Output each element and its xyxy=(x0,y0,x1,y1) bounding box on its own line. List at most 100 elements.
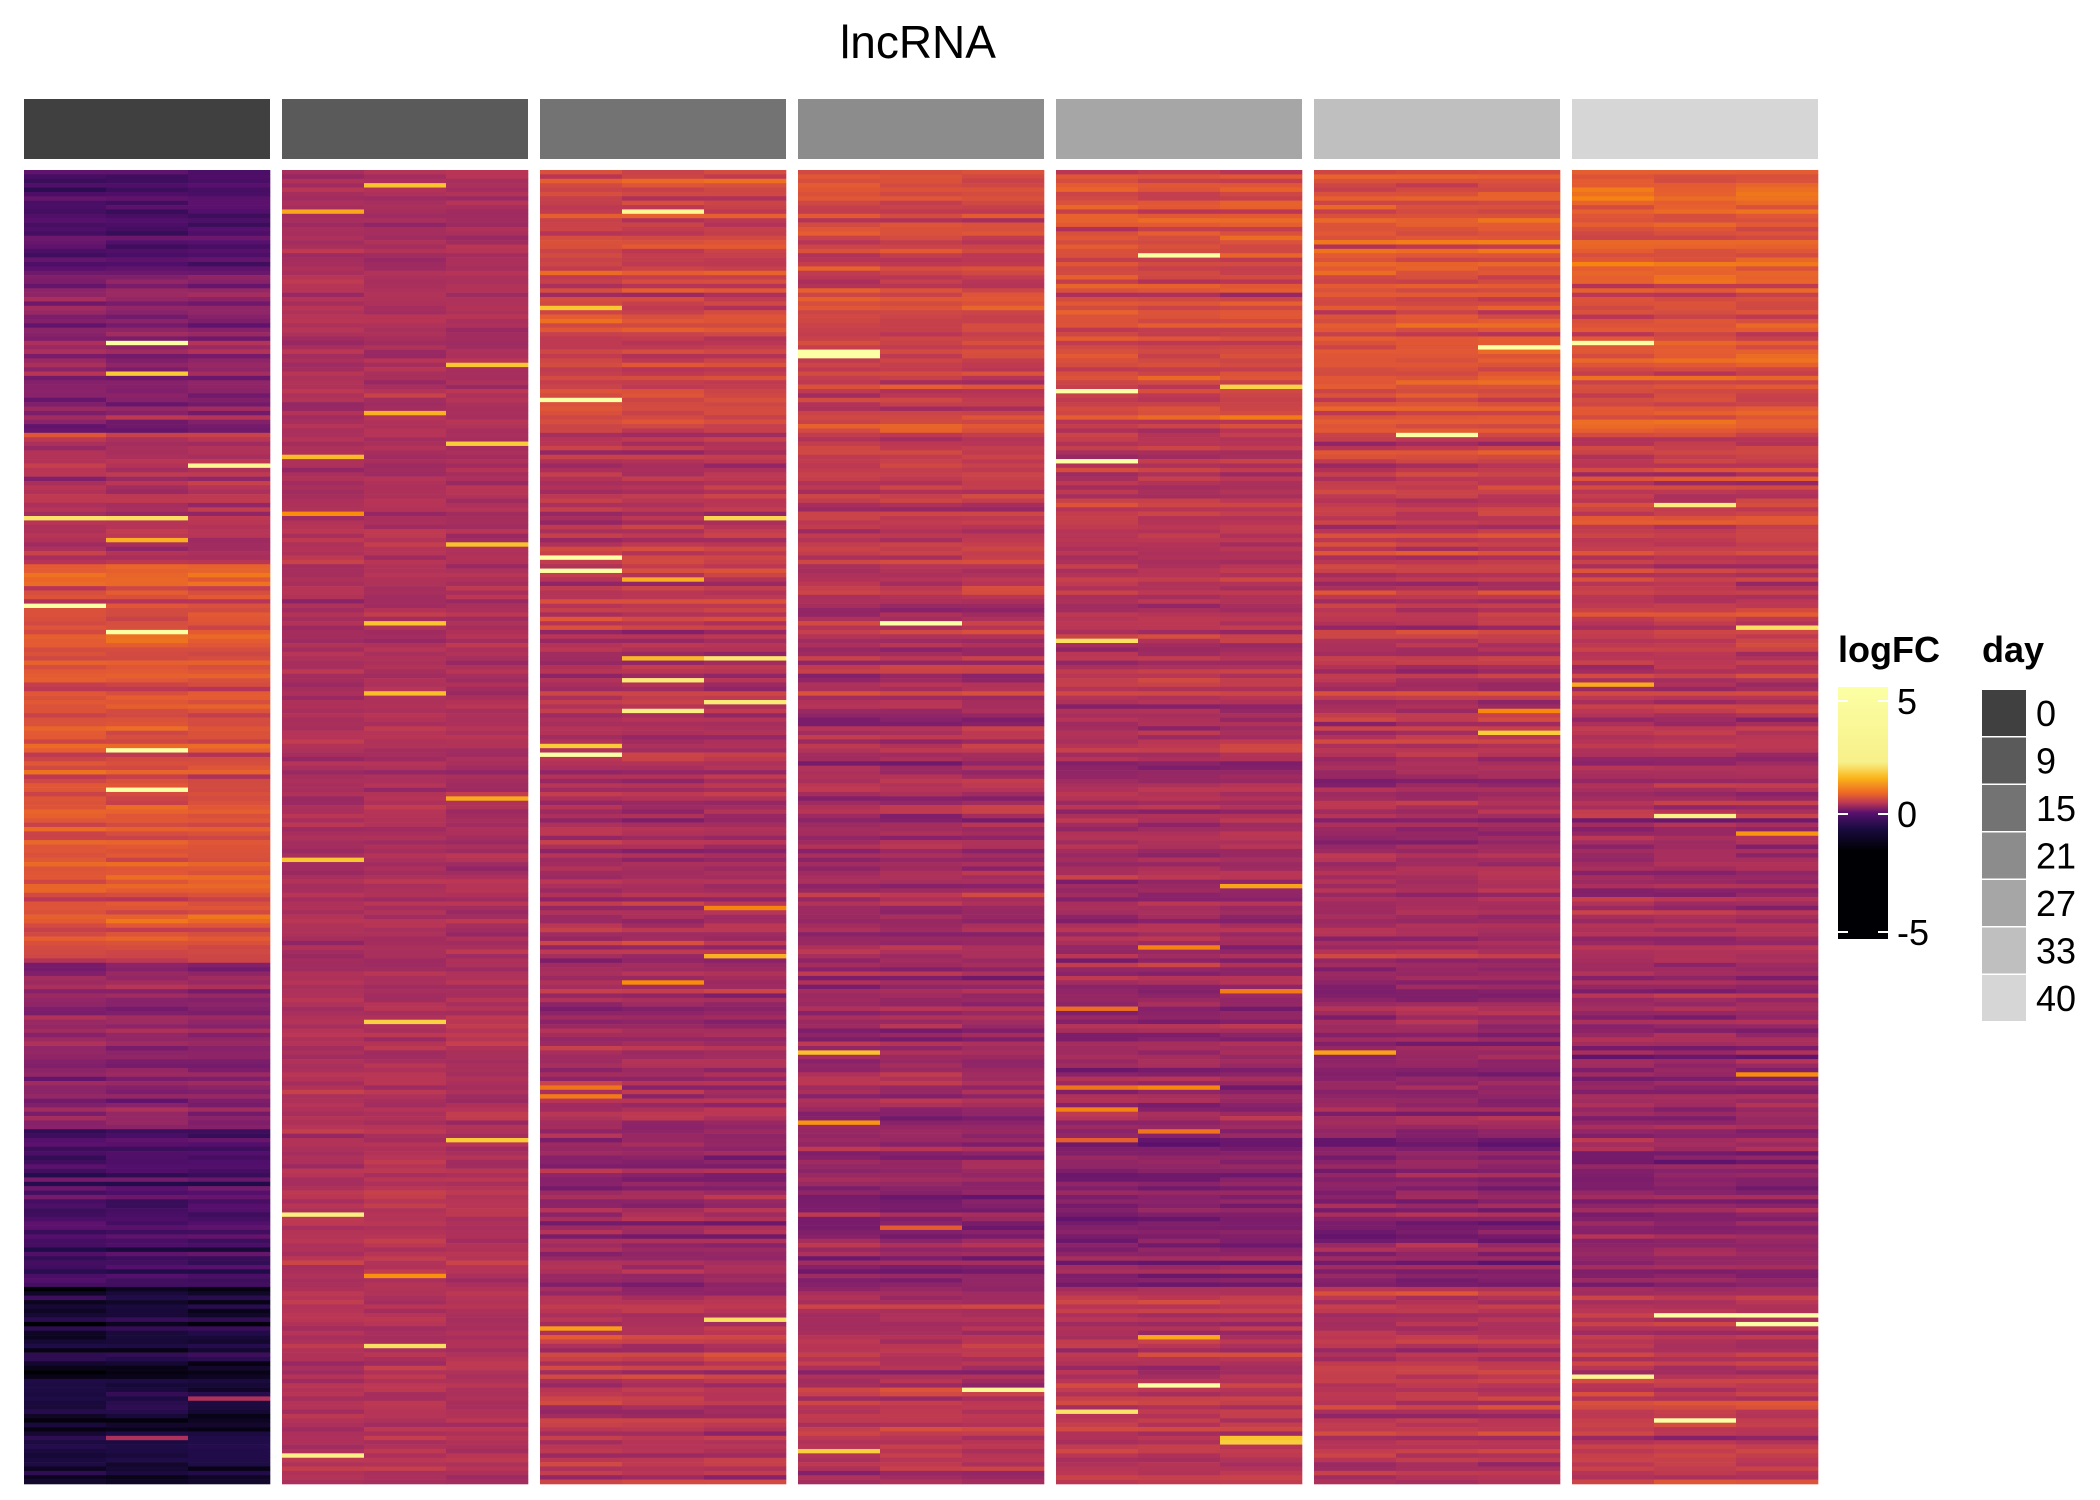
heatmap-cell xyxy=(962,875,1045,880)
heatmap-cell xyxy=(1056,1291,1139,1296)
heatmap-cell xyxy=(282,1120,365,1126)
heatmap-cell xyxy=(880,844,963,850)
heatmap-cell xyxy=(364,1072,447,1077)
heatmap-cell xyxy=(880,726,963,731)
heatmap-cell xyxy=(1138,643,1221,648)
heatmap-cell xyxy=(540,502,623,508)
heatmap-cell xyxy=(540,1282,623,1288)
heatmap-cell xyxy=(24,936,107,942)
heatmap-cell xyxy=(1138,577,1221,583)
heatmap-cell xyxy=(24,840,107,845)
heatmap-cell xyxy=(1056,1475,1139,1480)
heatmap-cell xyxy=(962,1063,1045,1069)
heatmap-cell xyxy=(188,625,271,631)
heatmap-cell xyxy=(622,678,705,683)
heatmap-cell xyxy=(1396,818,1479,823)
heatmap-cell xyxy=(364,454,447,460)
heatmap-cell xyxy=(1138,529,1221,534)
heatmap-cell xyxy=(540,1326,623,1331)
heatmap-cell xyxy=(1396,336,1479,342)
heatmap-cell xyxy=(364,1251,447,1257)
heatmap-cell xyxy=(704,756,787,762)
heatmap-cell xyxy=(1056,450,1139,455)
heatmap-cell xyxy=(704,962,787,968)
heatmap-cell xyxy=(540,1221,623,1226)
heatmap-cell xyxy=(1138,533,1221,539)
heatmap-cell xyxy=(704,752,787,758)
heatmap-cell xyxy=(364,1352,447,1358)
heatmap-cell xyxy=(282,288,365,293)
heatmap-cell xyxy=(1138,1304,1221,1310)
heatmap-cell xyxy=(446,231,529,236)
heatmap-cell xyxy=(704,389,787,394)
heatmap-cell xyxy=(540,266,623,272)
heatmap-cell xyxy=(1220,879,1303,885)
heatmap-cell xyxy=(622,608,705,613)
heatmap-cell xyxy=(188,984,271,990)
heatmap-cell xyxy=(1056,577,1139,583)
heatmap-cell xyxy=(446,989,529,994)
heatmap-cell xyxy=(364,1431,447,1437)
heatmap-cell xyxy=(540,1457,623,1463)
heatmap-cell xyxy=(540,945,623,950)
heatmap-cell xyxy=(364,770,447,775)
heatmap-cell xyxy=(446,1282,529,1288)
heatmap-cell xyxy=(540,1177,623,1183)
heatmap-cell xyxy=(188,1019,271,1025)
heatmap-cell xyxy=(704,1356,787,1362)
heatmap-cell xyxy=(1056,1304,1139,1310)
heatmap-cell xyxy=(1314,770,1397,775)
heatmap-cell xyxy=(1220,1216,1303,1222)
heatmap-cell xyxy=(540,1304,623,1310)
heatmap-cell xyxy=(106,599,189,604)
heatmap-cell xyxy=(798,1295,881,1301)
heatmap-cell xyxy=(364,450,447,455)
heatmap-cell xyxy=(1220,638,1303,644)
heatmap-cell xyxy=(446,1081,529,1086)
heatmap-cell xyxy=(704,301,787,307)
heatmap-cell xyxy=(188,213,271,219)
heatmap-cell xyxy=(704,1418,787,1423)
heatmap-cell xyxy=(106,389,189,394)
heatmap-cell xyxy=(282,196,365,201)
heatmap-cell xyxy=(962,1024,1045,1029)
heatmap-cell xyxy=(1478,647,1561,653)
heatmap-cell xyxy=(446,892,529,898)
heatmap-cell xyxy=(24,721,107,727)
heatmap-cell xyxy=(704,923,787,929)
heatmap-cell xyxy=(962,730,1045,736)
heatmap-cell xyxy=(282,1168,365,1174)
heatmap-cell xyxy=(24,901,107,907)
heatmap-cell xyxy=(880,384,963,390)
heatmap-cell xyxy=(446,634,529,639)
heatmap-cell xyxy=(106,314,189,320)
heatmap-cell xyxy=(188,1409,271,1415)
heatmap-cell xyxy=(1396,813,1479,819)
heatmap-cell xyxy=(24,1317,107,1323)
heatmap-cell xyxy=(540,498,623,504)
heatmap-cell xyxy=(962,371,1045,377)
heatmap-cell xyxy=(880,888,963,893)
heatmap-cell xyxy=(704,240,787,245)
heatmap-cell xyxy=(798,1440,881,1445)
heatmap-cell xyxy=(1056,1339,1139,1345)
heatmap-cell xyxy=(282,362,365,368)
heatmap-cell xyxy=(1138,1067,1221,1073)
heatmap-cell xyxy=(880,472,963,477)
heatmap-cell xyxy=(1220,1133,1303,1139)
heatmap-cell xyxy=(1220,1317,1303,1323)
heatmap-cell xyxy=(1138,932,1221,937)
heatmap-cell xyxy=(1314,419,1397,425)
heatmap-cell xyxy=(962,336,1045,342)
heatmap-cell xyxy=(364,318,447,324)
heatmap-cell xyxy=(1056,809,1139,815)
heatmap-cell xyxy=(880,1392,963,1397)
heatmap-cell xyxy=(1314,261,1397,267)
heatmap-cell xyxy=(704,914,787,920)
heatmap-cell xyxy=(622,1466,705,1472)
heatmap-cell xyxy=(364,1440,447,1445)
heatmap-cell xyxy=(188,559,271,565)
heatmap-cell xyxy=(282,1216,365,1222)
heatmap-cell xyxy=(1138,1041,1221,1047)
heatmap-cell xyxy=(880,827,963,832)
